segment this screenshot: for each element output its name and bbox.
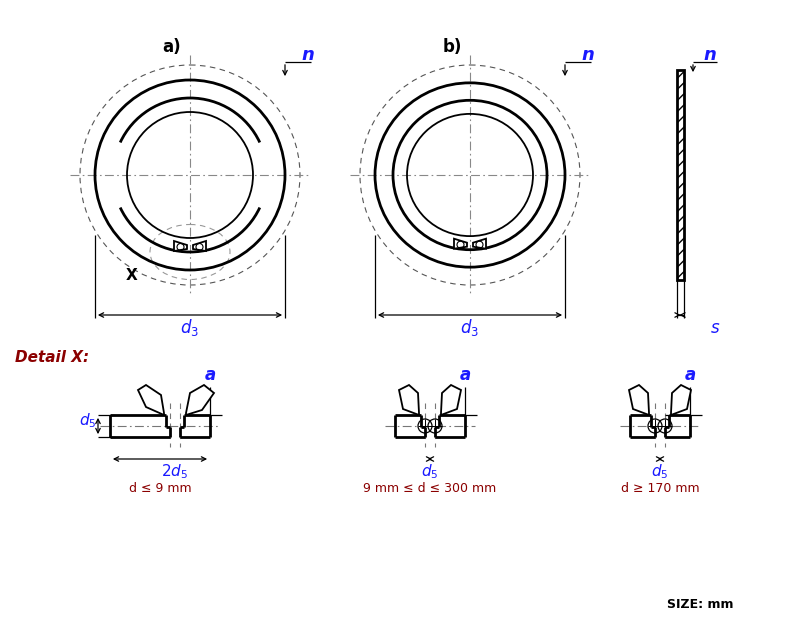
Text: b): b) <box>442 38 462 56</box>
Text: d ≤ 9 mm: d ≤ 9 mm <box>129 482 191 496</box>
Text: X: X <box>126 268 138 282</box>
Polygon shape <box>174 241 187 251</box>
Text: $2d_5$: $2d_5$ <box>162 462 189 481</box>
Polygon shape <box>138 385 164 415</box>
Polygon shape <box>441 385 461 415</box>
Polygon shape <box>629 385 649 415</box>
Polygon shape <box>454 239 467 249</box>
Text: 9 mm ≤ d ≤ 300 mm: 9 mm ≤ d ≤ 300 mm <box>363 482 497 496</box>
Text: a: a <box>684 366 696 384</box>
Text: n: n <box>582 46 594 64</box>
Text: Detail X:: Detail X: <box>15 351 89 366</box>
Text: $d_5$: $d_5$ <box>651 462 669 481</box>
Text: a): a) <box>162 38 182 56</box>
Text: $d_5$: $d_5$ <box>422 462 438 481</box>
Text: d ≥ 170 mm: d ≥ 170 mm <box>621 482 699 496</box>
Text: n: n <box>703 46 717 64</box>
Text: n: n <box>302 46 314 64</box>
Text: $d_3$: $d_3$ <box>181 318 199 339</box>
Text: $d_3$: $d_3$ <box>461 318 479 339</box>
Polygon shape <box>473 239 486 249</box>
Bar <box>677 70 683 280</box>
Polygon shape <box>671 385 691 415</box>
Text: $d_5$: $d_5$ <box>79 412 97 431</box>
Text: a: a <box>459 366 470 384</box>
Text: s: s <box>710 319 719 337</box>
Polygon shape <box>399 385 419 415</box>
Polygon shape <box>193 241 206 251</box>
Text: a: a <box>204 366 216 384</box>
Text: SIZE: mm: SIZE: mm <box>666 599 734 611</box>
Bar <box>677 70 683 280</box>
Polygon shape <box>186 385 214 415</box>
